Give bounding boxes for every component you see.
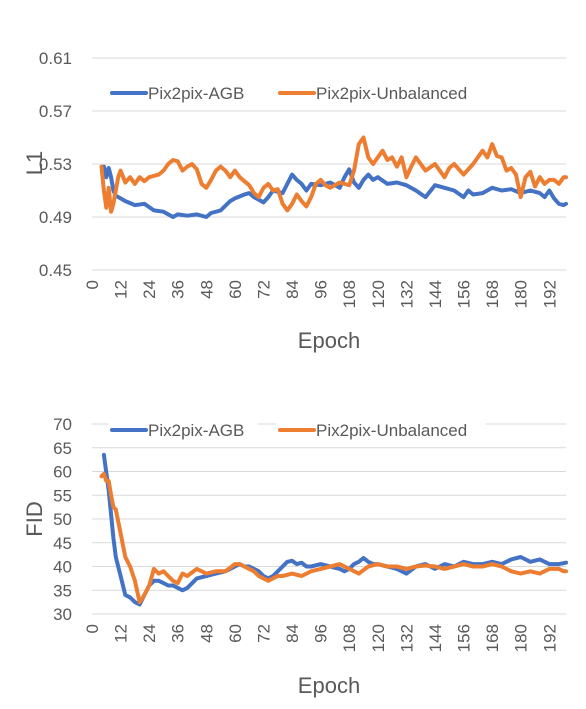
x-tick-label: 48 bbox=[197, 624, 216, 643]
y-tick-label: 0.61 bbox=[39, 49, 72, 68]
x-tick-label: 12 bbox=[112, 624, 131, 643]
x-tick-label: 0 bbox=[83, 280, 102, 289]
y-tick-label: 60 bbox=[53, 463, 72, 482]
y-tick-label: 0.49 bbox=[39, 208, 72, 227]
y-tick-label: 40 bbox=[53, 558, 72, 577]
series-line-agb bbox=[101, 164, 568, 219]
x-tick-label: 60 bbox=[226, 624, 245, 643]
x-tick-label: 144 bbox=[426, 624, 445, 652]
y-tick-label: 35 bbox=[53, 581, 72, 600]
x-tick-label: 180 bbox=[512, 624, 531, 652]
y-tick-label: 0.57 bbox=[39, 102, 72, 121]
y-tick-label: 0.45 bbox=[39, 261, 72, 280]
x-tick-label: 48 bbox=[197, 280, 216, 299]
y-tick-label: 50 bbox=[53, 510, 72, 529]
x-tick-label: 24 bbox=[140, 280, 159, 299]
x-tick-label: 60 bbox=[226, 280, 245, 299]
x-tick-label: 120 bbox=[369, 280, 388, 308]
x-tick-label: 12 bbox=[112, 280, 131, 299]
x-tick-label: 96 bbox=[312, 280, 331, 299]
x-tick-label: 180 bbox=[512, 280, 531, 308]
x-axis-title: Epoch bbox=[298, 328, 360, 353]
y-tick-label: 70 bbox=[53, 415, 72, 434]
legend-label: Pix2pix-Unbalanced bbox=[316, 84, 467, 103]
legend-label: Pix2pix-AGB bbox=[148, 421, 244, 440]
y-tick-label: 65 bbox=[53, 439, 72, 458]
x-tick-label: 168 bbox=[483, 280, 502, 308]
series-line-unbalanced bbox=[99, 135, 568, 214]
x-tick-label: 168 bbox=[483, 624, 502, 652]
x-tick-label: 120 bbox=[369, 624, 388, 652]
x-tick-label: 108 bbox=[340, 624, 359, 652]
fid-chart: 70 65 60 55 50 45 40 35 30 0 12 24 36 48 60 72 84 96 108 12… bbox=[22, 415, 568, 698]
x-tick-label: 72 bbox=[254, 624, 273, 643]
x-tick-label: 36 bbox=[169, 280, 188, 299]
x-tick-label: 192 bbox=[540, 624, 559, 652]
x-tick-label: 132 bbox=[397, 624, 416, 652]
x-axis-title: Epoch bbox=[298, 673, 360, 698]
series-line-unbalanced bbox=[99, 471, 568, 605]
x-tick-label: 36 bbox=[169, 624, 188, 643]
x-tick-label: 108 bbox=[340, 280, 359, 308]
y-axis-title: L1 bbox=[22, 151, 47, 175]
legend-label: Pix2pix-Unbalanced bbox=[316, 421, 467, 440]
legend-label: Pix2pix-AGB bbox=[148, 84, 244, 103]
x-tick-label: 156 bbox=[455, 280, 474, 308]
y-tick-label: 30 bbox=[53, 605, 72, 624]
x-tick-label: 144 bbox=[426, 280, 445, 308]
y-tick-label: 45 bbox=[53, 534, 72, 553]
y-axis-title: FID bbox=[22, 501, 47, 536]
x-tick-label: 132 bbox=[397, 280, 416, 308]
x-tick-label: 72 bbox=[254, 280, 273, 299]
x-tick-label: 84 bbox=[283, 624, 302, 643]
x-tick-label: 156 bbox=[455, 624, 474, 652]
x-tick-label: 96 bbox=[312, 624, 331, 643]
y-tick-label: 0.53 bbox=[39, 155, 72, 174]
l1-chart: 0.61 0.57 0.53 0.49 0.45 0 12 24 36 48 60 72 84 96 108… bbox=[22, 49, 568, 353]
y-tick-label: 55 bbox=[53, 486, 72, 505]
x-tick-label: 192 bbox=[540, 280, 559, 308]
x-tick-label: 0 bbox=[83, 624, 102, 633]
x-tick-label: 24 bbox=[140, 624, 159, 643]
x-tick-label: 84 bbox=[283, 280, 302, 299]
